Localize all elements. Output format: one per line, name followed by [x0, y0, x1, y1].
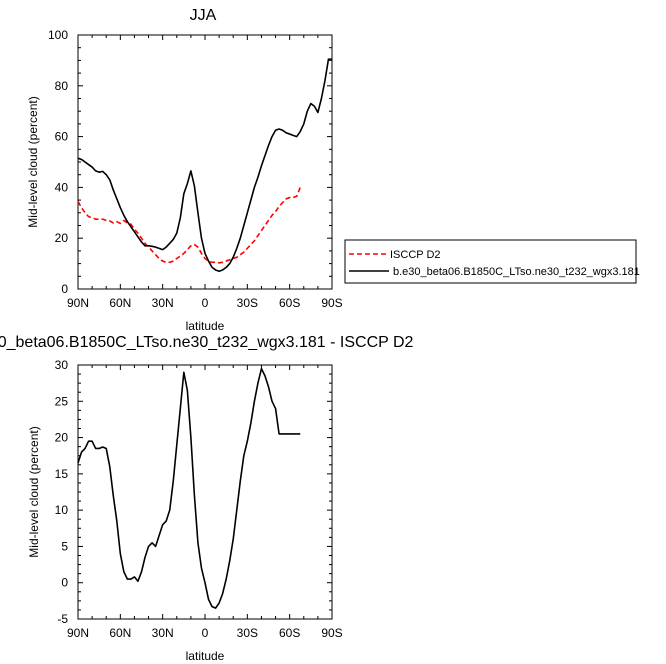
bottom-ylabel: Mid-level cloud (percent)	[27, 426, 41, 557]
bottom-xtick-label: 60S	[279, 626, 300, 640]
bottom-ytick-label: 5	[61, 539, 68, 553]
bottom-ytick-label: 20	[55, 431, 69, 445]
bottom-ytick-label: 0	[61, 576, 68, 590]
top-xlabel: latitude	[186, 319, 225, 333]
bottom-xtick-label: 0	[202, 626, 209, 640]
top-xtick-label: 60S	[279, 296, 300, 310]
bottom-ytick-label: 30	[55, 358, 69, 372]
bottom-panel: b.e30_beta06.B1850C_LTso.ne30_t232_wgx3.…	[0, 334, 414, 663]
top-series-line-0	[77, 187, 301, 264]
bottom-xtick-label: 30N	[152, 626, 174, 640]
top-xtick-label: 90S	[321, 296, 342, 310]
bottom-title: b.e30_beta06.B1850C_LTso.ne30_t232_wgx3.…	[0, 334, 414, 351]
top-ylabel: Mid-level cloud (percent)	[26, 96, 40, 227]
legend-box	[344, 239, 637, 284]
top-ytick-label: 20	[55, 231, 69, 245]
top-xtick-label: 0	[202, 296, 209, 310]
bottom-ytick-label: 25	[55, 394, 69, 408]
top-ytick-label: 60	[55, 130, 69, 144]
legend-label-isccp: ISCCP D2	[390, 249, 441, 261]
top-ytick-label: 40	[55, 180, 69, 194]
bottom-xtick-label: 90S	[321, 626, 342, 640]
legend-label-model: b.e30_beta06.B1850C_LTso.ne30_t232_wgx3.…	[393, 266, 640, 278]
bottom-xtick-label: 60N	[109, 626, 131, 640]
bottom-ytick-label: 10	[55, 503, 69, 517]
top-ticks: 90N 60N 30N 0 30S 60S 90S 0 20 40 60 80 100	[48, 28, 343, 310]
legend: ISCCP D2 b.e30_beta06.B1850C_LTso.ne30_t…	[344, 239, 640, 284]
top-ytick-label: 100	[48, 28, 68, 42]
top-series	[77, 58, 332, 273]
bottom-ticks: 90N 60N 30N 0 30S 60S 90S -5 0 5 10 15 20 25 30	[55, 358, 343, 640]
bottom-xtick-label: 90N	[67, 626, 89, 640]
bottom-xlabel: latitude	[186, 649, 225, 663]
top-title: JJA	[190, 7, 217, 24]
top-series-line-1	[77, 58, 332, 273]
bottom-ytick-label: -5	[57, 612, 68, 626]
top-xtick-label: 30N	[152, 296, 174, 310]
top-xtick-label: 60N	[109, 296, 131, 310]
top-xtick-label: 30S	[237, 296, 258, 310]
top-xtick-label: 90N	[67, 296, 89, 310]
bottom-series	[77, 367, 301, 609]
top-panel: JJA 90N 60N 30N 0 30S 60S 90S 0 20 40 60 80 100 lati…	[26, 7, 343, 333]
top-ytick-label: 80	[55, 79, 69, 93]
top-ytick-label: 0	[61, 282, 68, 296]
bottom-xtick-label: 30S	[237, 626, 258, 640]
bottom-series-line-0	[77, 367, 301, 609]
bottom-ytick-label: 15	[55, 467, 69, 481]
